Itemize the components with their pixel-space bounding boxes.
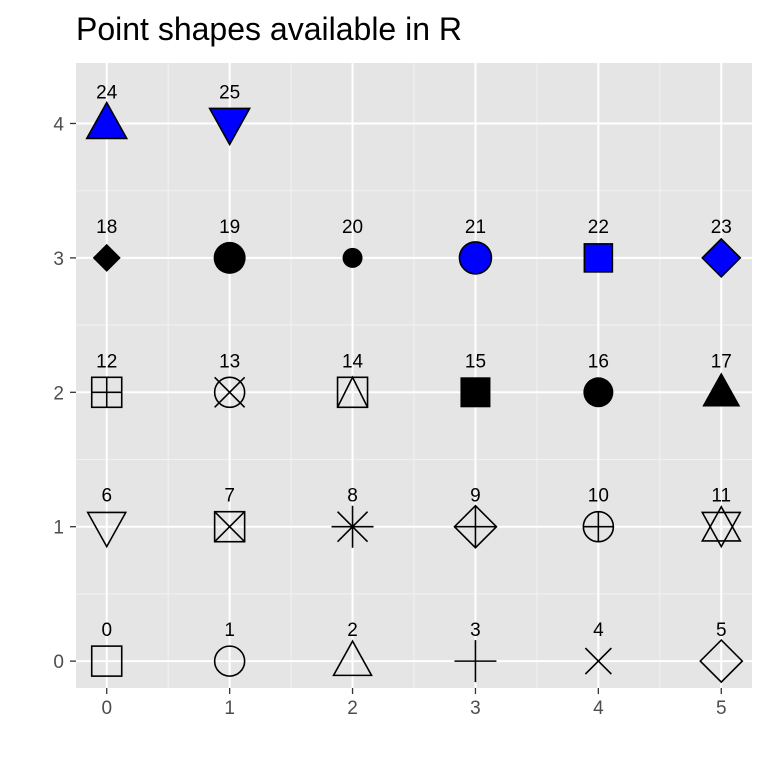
chart-title: Point shapes available in R (76, 11, 462, 47)
y-tick-label: 4 (53, 114, 64, 135)
point-shape-14 (336, 375, 369, 409)
point-shape-25 (208, 107, 251, 147)
point-shape-19 (213, 241, 246, 274)
point-label: 13 (219, 351, 240, 372)
x-tick-label: 0 (101, 698, 112, 719)
point-shape-7 (213, 510, 246, 543)
point-label: 11 (711, 486, 731, 507)
point-label: 7 (224, 486, 235, 507)
point-shape-22 (583, 243, 614, 273)
y-tick-label: 0 (53, 652, 64, 673)
x-axis-tick-labels: 0 1 2 3 4 5 (101, 698, 726, 719)
point-label: 8 (347, 486, 358, 507)
x-tick-label: 4 (593, 698, 604, 719)
point-label: 24 (96, 82, 118, 103)
point-shape-11 (700, 505, 742, 549)
point-label: 6 (101, 486, 112, 507)
point-shape-24 (85, 100, 129, 140)
y-tick-label: 2 (53, 383, 64, 404)
point-label: 21 (465, 217, 486, 238)
point-label: 3 (470, 620, 481, 641)
point-shape-15 (460, 377, 491, 408)
minor-gridlines (76, 63, 752, 688)
point-shape-4 (584, 647, 612, 675)
point-shape-8 (331, 505, 374, 548)
y-axis-tick-labels: 0 1 2 3 4 (53, 114, 64, 673)
point-shape-6 (86, 511, 128, 549)
point-shape-16 (583, 377, 614, 408)
point-shape-23 (701, 237, 742, 279)
axis-ticks (70, 122, 722, 694)
point-label: 2 (347, 620, 358, 641)
point-label: 23 (711, 217, 732, 238)
point-label: 12 (96, 351, 117, 372)
point-shape-21 (458, 241, 493, 275)
point-label: 5 (716, 620, 727, 641)
point-shape-9 (453, 504, 498, 549)
point-shape-2 (332, 639, 373, 677)
point-shape-5 (699, 638, 744, 684)
x-tick-label: 1 (224, 698, 235, 719)
point-label: 4 (593, 620, 604, 641)
point-shape-17 (702, 372, 741, 407)
point-label: 25 (219, 82, 240, 103)
point-label: 17 (711, 351, 732, 372)
x-tick-label: 2 (347, 698, 358, 719)
point-label: 15 (465, 351, 486, 372)
point-label: 19 (219, 217, 240, 238)
point-shape-0 (90, 645, 123, 677)
point-label: 14 (342, 351, 364, 372)
point-shape-1 (213, 645, 246, 677)
x-tick-label: 3 (470, 698, 481, 719)
point-markers (85, 100, 744, 684)
y-tick-label: 3 (53, 249, 64, 270)
point-label: 10 (588, 486, 609, 507)
point-shape-20 (342, 247, 363, 268)
point-label: 18 (96, 217, 117, 238)
point-label: 16 (588, 351, 609, 372)
point-label: 22 (588, 217, 609, 238)
x-tick-label: 5 (716, 698, 727, 719)
y-tick-label: 1 (53, 518, 64, 539)
point-label: 20 (342, 217, 363, 238)
point-shape-18 (92, 243, 121, 272)
point-shape-10 (582, 510, 615, 543)
point-label: 9 (470, 486, 481, 507)
point-shape-13 (213, 376, 246, 409)
point-label: 1 (224, 620, 235, 641)
point-shape-12 (90, 376, 123, 409)
point-label: 0 (101, 620, 112, 641)
point-shape-3 (454, 640, 497, 683)
